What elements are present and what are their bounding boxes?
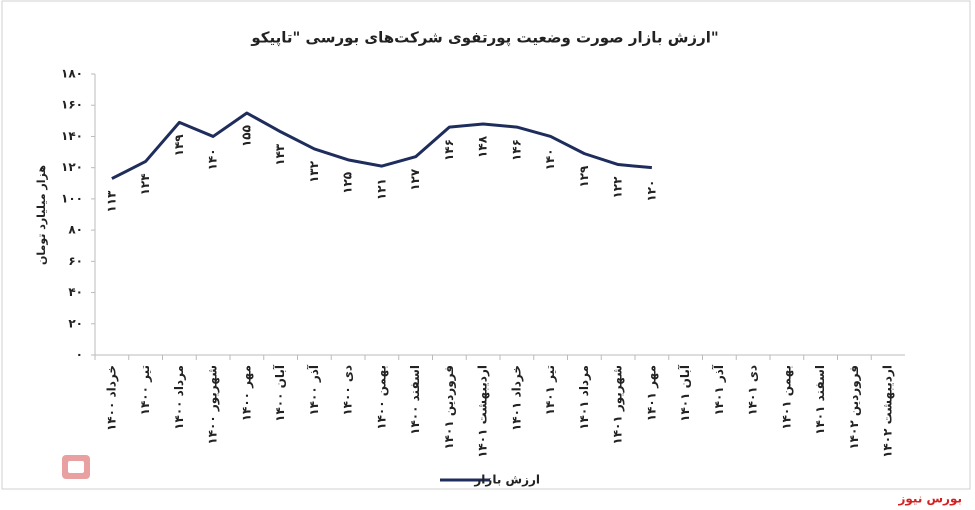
x-tick-label: تیر ۱۴۰۱ <box>543 365 557 415</box>
data-label: ۱۴۶ <box>509 139 523 161</box>
x-tick-label: مهر ۱۴۰۱ <box>644 365 658 421</box>
y-tick-label: ۱۴۰ <box>61 129 83 143</box>
data-label: ۱۴۰ <box>543 148 557 170</box>
data-label: ۱۵۵ <box>239 125 253 147</box>
data-label: ۱۴۹ <box>172 134 186 157</box>
x-tick-label: آذر ۱۴۰۰ <box>306 364 321 416</box>
y-tick-label: ۲۰ <box>68 316 83 330</box>
data-label: ۱۲۰ <box>644 180 658 202</box>
x-tick-label: بهمن ۱۴۰۰ <box>374 365 388 430</box>
y-tick-label: ۱۸۰ <box>61 67 83 81</box>
x-tick-label: بهمن ۱۴۰۱ <box>779 365 793 430</box>
legend-label: ارزش بازار <box>473 473 540 487</box>
x-tick-label: آبان ۱۴۰۱ <box>677 364 692 422</box>
watermark: بورس نیوز <box>897 492 962 507</box>
data-label: ۱۱۳ <box>104 190 118 213</box>
x-tick-label: دی ۱۴۰۰ <box>341 365 355 416</box>
x-tick-label: شهریور ۱۴۰۱ <box>611 365 626 445</box>
y-tick-label: ۱۶۰ <box>61 98 83 112</box>
y-axis-label: هزار میلیارد تومان <box>35 165 48 265</box>
x-tick-label: خرداد ۱۴۰۱ <box>509 365 523 431</box>
x-tick-label: آذر ۱۴۰۱ <box>711 364 726 416</box>
x-tick-label: آبان ۱۴۰۰ <box>272 364 287 422</box>
data-label: ۱۲۹ <box>577 165 591 188</box>
y-tick-label: ۰ <box>76 348 83 362</box>
x-tick-label: خرداد ۱۴۰۰ <box>104 365 118 431</box>
data-label: ۱۲۴ <box>138 173 152 195</box>
x-tick-label: اسفند ۱۴۰۱ <box>813 365 827 435</box>
y-tick-label: ۱۰۰ <box>61 191 83 205</box>
data-label: ۱۴۸ <box>476 135 490 158</box>
data-label: ۱۴۰ <box>206 148 220 170</box>
x-tick-label: فروردین ۱۴۰۱ <box>442 365 457 450</box>
data-label: ۱۲۵ <box>341 172 355 194</box>
x-tick-label: مرداد ۱۴۰۰ <box>172 365 186 430</box>
logo <box>62 455 90 479</box>
x-tick-label: فروردین ۱۴۰۲ <box>847 365 862 450</box>
y-tick-label: ۸۰ <box>68 223 83 237</box>
data-label: ۱۴۳ <box>273 143 287 166</box>
data-label: ۱۲۲ <box>611 176 625 199</box>
x-tick-label: اردیبهشت ۱۴۰۲ <box>881 365 895 458</box>
x-tick-label: مرداد ۱۴۰۱ <box>577 365 591 430</box>
data-label: ۱۴۶ <box>442 139 456 161</box>
x-tick-label: اسفند ۱۴۰۰ <box>408 365 422 435</box>
x-tick-label: تیر ۱۴۰۰ <box>138 365 152 415</box>
x-tick-label: مهر ۱۴۰۰ <box>239 365 253 421</box>
data-label: ۱۲۱ <box>374 178 388 200</box>
chart-title: ارزش بازار صورت وضعیت پورتفوی شرکت‌های ب… <box>250 29 718 48</box>
y-tick-label: ۱۲۰ <box>61 160 83 174</box>
x-tick-label: دی ۱۴۰۱ <box>746 365 760 416</box>
data-label: ۱۳۲ <box>307 160 321 183</box>
y-tick-label: ۶۰ <box>68 254 83 268</box>
x-tick-label: شهریور ۱۴۰۰ <box>206 365 221 445</box>
data-label: ۱۲۷ <box>408 168 422 191</box>
chart-frame <box>1 0 971 490</box>
line-series <box>111 111 653 180</box>
y-tick-label: ۴۰ <box>68 285 83 299</box>
x-tick-label: اردیبهشت ۱۴۰۱ <box>476 365 490 458</box>
